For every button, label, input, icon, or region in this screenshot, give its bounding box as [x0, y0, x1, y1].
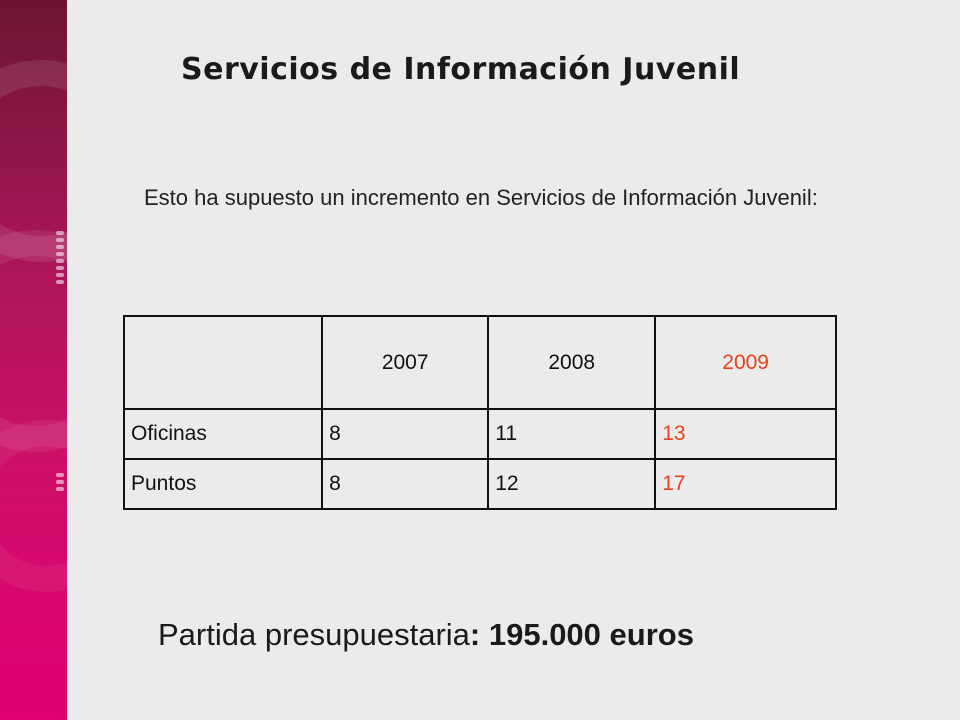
table-cell: 13 [654, 408, 837, 460]
budget-separator: : [469, 617, 489, 652]
table-header-cell: 2009 [654, 315, 837, 410]
table-header-cell [122, 315, 324, 410]
logo-mark [56, 470, 67, 506]
decorative-swirl [0, 420, 67, 592]
slide-title: Servicios de Información Juvenil [181, 52, 741, 87]
table-cell: 12 [487, 458, 657, 510]
table-header-cell: 2008 [487, 315, 657, 410]
table-header-row: 2007 2008 2009 [122, 315, 837, 410]
table-row: Puntos 8 12 17 [122, 458, 837, 510]
budget-amount: 195.000 euros [488, 617, 694, 652]
table-cell: 8 [321, 458, 490, 510]
row-label: Puntos [122, 458, 324, 510]
row-label: Oficinas [122, 408, 324, 460]
decorative-side-band [0, 0, 67, 720]
table-row: Oficinas 8 11 13 [122, 408, 837, 460]
table-cell: 17 [654, 458, 837, 510]
table-cell: 11 [487, 408, 657, 460]
intro-text: Esto ha supuesto un incremento en Servic… [144, 185, 818, 210]
budget-line: Partida presupuestaria: 195.000 euros [158, 617, 694, 653]
table-header-cell: 2007 [321, 315, 490, 410]
logo-mark [56, 228, 67, 318]
services-table: 2007 2008 2009 Oficinas 8 11 13 Puntos 8… [122, 315, 837, 510]
budget-label: Partida presupuestaria [158, 617, 470, 652]
table-cell: 8 [321, 408, 490, 460]
